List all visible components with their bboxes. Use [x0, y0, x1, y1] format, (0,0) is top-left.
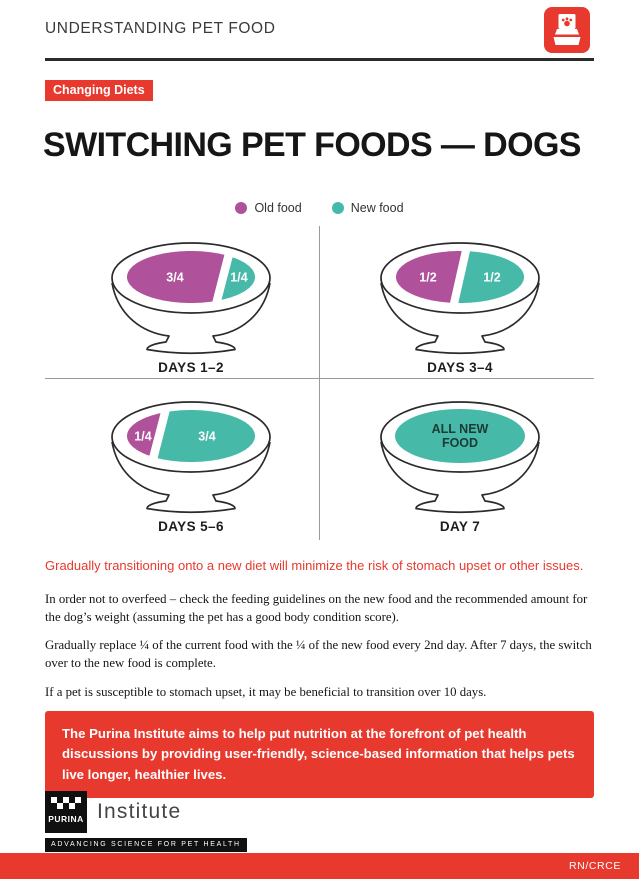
- bowl-illustration: 1/4 3/4: [111, 401, 271, 514]
- bowl-label: DAYS 5–6: [158, 519, 224, 534]
- bowl-label: DAYS 3–4: [427, 360, 493, 375]
- portion-label: 3/4: [166, 271, 183, 285]
- body-paragraph: Gradually replace ¼ of the current food …: [45, 638, 592, 671]
- bowl-label: DAY 7: [439, 519, 481, 534]
- legend-label-new-food: New food: [350, 201, 404, 215]
- portion-label: 1/2: [483, 271, 500, 285]
- legend: Old food New food: [45, 201, 594, 215]
- body-copy: In order not to overfeed – check the fee…: [45, 590, 597, 711]
- lead-text: Gradually transitioning onto a new diet …: [45, 558, 584, 573]
- mission-callout: The Purina Institute aims to help put nu…: [45, 711, 594, 799]
- bowl-days-1-2: 3/4 1/4 DAYS 1–2: [59, 230, 323, 375]
- page-title: SWITCHING PET FOODS — DOGS: [43, 126, 581, 164]
- portion-label: 3/4: [198, 430, 215, 444]
- old-food-swatch: [235, 202, 248, 214]
- footer-tagline: Advancing Science for Pet Health: [45, 838, 247, 852]
- legend-label-old-food: Old food: [254, 201, 302, 215]
- institute-wordmark: Institute: [97, 800, 182, 823]
- purina-checkerboard-logo: PURINA: [45, 791, 87, 833]
- portion-label: ALL NEW: [432, 422, 489, 436]
- portion-label: 1/4: [230, 271, 247, 285]
- document-header-title: UNDERSTANDING PET FOOD: [45, 20, 276, 37]
- grid-divider-horizontal: [45, 378, 594, 379]
- bowl-days-3-4: 1/2 1/2 DAYS 3–4: [328, 230, 592, 375]
- body-paragraph: In order not to overfeed – check the fee…: [45, 592, 588, 625]
- bowl-illustration: 3/4 1/4: [111, 242, 271, 355]
- bowl-days-5-6: 1/4 3/4 DAYS 5–6: [59, 389, 323, 534]
- body-paragraph: If a pet is susceptible to stomach upset…: [45, 684, 487, 699]
- document-code: RN/CRCE: [568, 860, 621, 872]
- legend-item-new-food: New food: [331, 201, 404, 215]
- footer: PURINA Institute Advancing Science for P…: [45, 791, 385, 855]
- bottom-bar: RN/CRCE: [0, 853, 639, 879]
- new-food-swatch: [331, 202, 344, 214]
- portion-label: 1/4: [134, 430, 151, 444]
- header-rule: [45, 58, 594, 61]
- bowl-illustration: 1/2 1/2: [380, 242, 540, 355]
- transition-diagram: 3/4 1/4 DAYS 1–2 1/2 1/2 DAYS 3–4 1/4 3/4 DAYS 5…: [45, 226, 594, 544]
- portion-label: 1/2: [419, 271, 436, 285]
- bowl-label: DAYS 1–2: [158, 360, 224, 375]
- pet-feeder-icon: [544, 7, 590, 53]
- portion-label: FOOD: [442, 436, 478, 450]
- legend-item-old-food: Old food: [235, 201, 302, 215]
- section-badge: Changing Diets: [45, 80, 153, 101]
- purina-wordmark: PURINA: [48, 814, 84, 824]
- grid-divider-vertical: [319, 226, 320, 540]
- bowl-day-7: ALL NEW FOOD DAY 7: [328, 389, 592, 534]
